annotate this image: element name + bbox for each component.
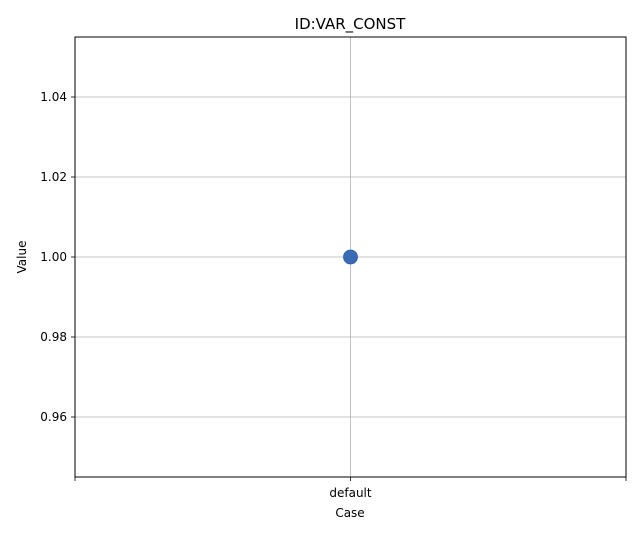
x-tick-label: default [329, 486, 372, 500]
x-axis-label: Case [335, 506, 364, 520]
y-tick-label: 1.02 [40, 170, 67, 184]
data-point [343, 249, 358, 265]
y-tick-label: 1.00 [40, 250, 67, 264]
x-axis-ticks: default [74, 477, 627, 500]
y-tick-label: 0.96 [40, 410, 67, 424]
chart-title: ID:VAR_CONST [295, 15, 407, 34]
y-tick-label: 0.98 [40, 330, 67, 344]
y-tick-label: 1.04 [40, 90, 67, 104]
data-points [343, 249, 358, 265]
y-axis-ticks: 0.96 0.98 1.00 1.02 1.04 [40, 90, 75, 424]
y-axis-label: Value [15, 241, 29, 274]
